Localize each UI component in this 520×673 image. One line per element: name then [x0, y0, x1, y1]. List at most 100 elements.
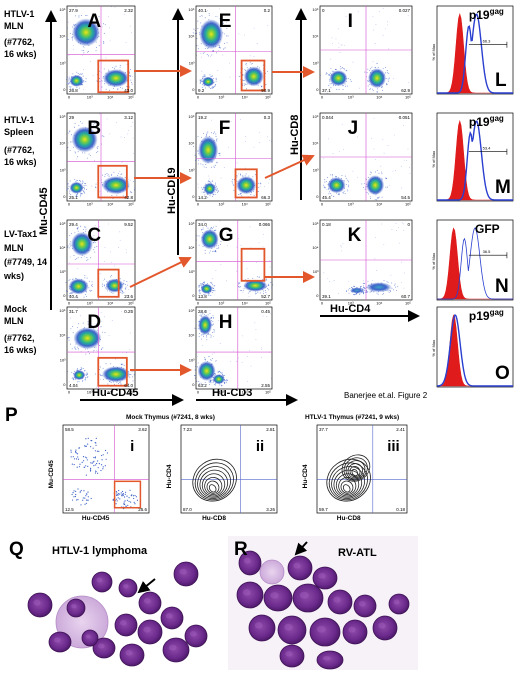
- event-dot: [75, 6, 77, 8]
- event-dot: [71, 39, 73, 41]
- event-dot: [270, 312, 271, 314]
- quadrant-percent-ur: 0.027: [399, 8, 411, 13]
- row-label-c-line2: MLN: [4, 243, 24, 253]
- event-dot: [200, 163, 202, 165]
- event-dot: [208, 180, 209, 182]
- row-label-a-line1: HTLV-1: [4, 9, 34, 19]
- event-dot: [67, 142, 69, 144]
- event-dot: [374, 67, 376, 69]
- event-dot: [246, 88, 247, 90]
- event-dot: [268, 284, 270, 286]
- event-dot: [76, 193, 78, 195]
- cell-nucleolus: [179, 568, 187, 575]
- event-dot: [366, 192, 368, 193]
- density-cluster: [197, 360, 216, 381]
- event-dot: [242, 291, 244, 293]
- event-dot: [338, 42, 340, 44]
- event-dot: [86, 372, 88, 374]
- event-dot: [85, 502, 88, 504]
- density-cluster: [366, 175, 385, 196]
- event-dot: [213, 290, 215, 292]
- event-dot: [87, 373, 88, 375]
- event-dot: [100, 464, 103, 466]
- event-dot: [70, 87, 72, 89]
- event-dot: [102, 283, 104, 285]
- quadrant-percent-ul: 19.2: [198, 115, 207, 120]
- event-dot: [90, 326, 92, 328]
- event-dot: [72, 87, 74, 89]
- event-dot: [207, 196, 209, 198]
- event-dot: [210, 183, 212, 184]
- event-dot: [74, 370, 75, 372]
- event-dot: [378, 196, 380, 198]
- event-dot: [78, 15, 80, 17]
- event-dot: [386, 70, 388, 72]
- event-dot: [80, 73, 82, 75]
- event-dot: [250, 63, 252, 65]
- event-dot: [214, 383, 215, 385]
- panel-letter-k: K: [348, 225, 362, 246]
- event-dot: [255, 329, 257, 330]
- event-dot: [111, 173, 113, 175]
- event-dot: [67, 172, 68, 174]
- event-dot: [227, 380, 229, 381]
- event-dot: [104, 371, 106, 373]
- event-dot: [115, 498, 117, 500]
- event-dot: [400, 281, 402, 283]
- event-dot: [77, 180, 79, 182]
- event-dot: [209, 246, 211, 247]
- event-dot: [381, 223, 383, 225]
- event-dot: [249, 55, 251, 57]
- event-dot: [66, 37, 68, 39]
- event-dot: [268, 283, 269, 285]
- y-tick-label: 10⁵: [59, 7, 65, 12]
- event-dot: [68, 55, 70, 57]
- row-label-b-line2: Spleen: [4, 127, 34, 137]
- cell: [138, 591, 162, 615]
- event-dot: [78, 380, 80, 382]
- event-dot: [81, 73, 83, 75]
- event-dot: [252, 63, 254, 65]
- event-dot: [87, 323, 89, 325]
- event-dot: [213, 77, 215, 79]
- event-dot: [86, 188, 87, 190]
- event-dot: [364, 188, 366, 190]
- event-dot: [269, 259, 271, 261]
- event-dot: [385, 72, 387, 74]
- event-dot: [126, 281, 128, 282]
- panel-letter-i: I: [348, 11, 353, 32]
- event-dot: [124, 491, 127, 493]
- x-tick-label: 0: [68, 202, 71, 207]
- event-dot: [78, 185, 79, 187]
- event-dot: [261, 357, 262, 358]
- event-dot: [119, 87, 121, 88]
- y-tick-label: 10⁵: [312, 221, 318, 226]
- figure-caption: Banerjee et.al. Figure 2: [344, 391, 428, 400]
- density-cluster: [243, 279, 268, 292]
- event-dot: [131, 83, 133, 85]
- event-dot: [249, 61, 251, 63]
- event-dot: [364, 183, 366, 185]
- event-dot: [200, 43, 202, 45]
- event-dot: [81, 180, 83, 182]
- event-dot: [75, 195, 77, 197]
- event-dot: [100, 273, 102, 275]
- event-dot: [90, 462, 92, 464]
- event-dot: [72, 456, 74, 458]
- cell: [238, 550, 262, 576]
- event-dot: [382, 8, 384, 10]
- event-dot: [199, 383, 201, 385]
- event-dot: [197, 183, 199, 185]
- event-dot: [69, 180, 71, 182]
- event-dot: [244, 34, 246, 36]
- quadrant-percent-lr: 0.18: [396, 507, 405, 512]
- event-dot: [220, 264, 222, 266]
- event-dot: [76, 228, 78, 230]
- quadrant-percent-ul: 28.6: [198, 309, 207, 314]
- event-dot: [372, 29, 374, 31]
- event-dot: [217, 245, 219, 247]
- x-tick-label: 10³: [87, 202, 93, 207]
- event-dot: [260, 185, 262, 187]
- event-dot: [370, 74, 371, 76]
